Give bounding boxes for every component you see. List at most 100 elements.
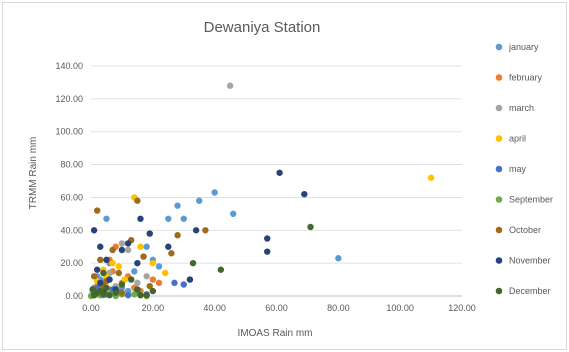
legend-label: may	[509, 164, 527, 174]
legend-label: april	[509, 134, 526, 144]
legend-marker	[495, 104, 503, 112]
data-point	[115, 269, 123, 277]
legend-label: january	[508, 42, 539, 52]
y-tick-label: 120.00	[55, 94, 83, 104]
y-axis-title: TRMM Rain mm	[28, 137, 39, 210]
data-point	[137, 215, 144, 222]
legend-marker	[495, 196, 503, 203]
data-point	[174, 202, 181, 209]
data-point	[174, 232, 181, 239]
data-point	[100, 291, 107, 298]
data-point	[146, 230, 153, 237]
data-point	[192, 227, 200, 234]
data-point	[118, 289, 126, 296]
legend-marker	[495, 135, 503, 142]
data-point	[124, 291, 132, 299]
data-point	[427, 174, 435, 181]
data-point	[134, 259, 141, 267]
data-point	[90, 273, 98, 280]
data-point	[307, 223, 314, 231]
data-point	[97, 279, 104, 287]
data-point	[230, 210, 237, 218]
x-tick-label: 100.00	[386, 303, 414, 313]
series-april	[90, 174, 435, 298]
data-point	[264, 248, 271, 255]
x-tick-label: 120.00	[448, 303, 476, 313]
legend-marker	[495, 165, 503, 173]
data-point	[149, 276, 157, 283]
data-point	[106, 291, 113, 299]
data-point	[264, 235, 271, 242]
y-tick-label: 100.00	[55, 127, 83, 137]
legend-marker	[495, 43, 503, 51]
data-point	[140, 253, 147, 260]
data-point	[143, 243, 150, 250]
data-point	[103, 256, 110, 264]
data-point	[127, 276, 135, 283]
data-point	[90, 227, 98, 234]
data-point	[149, 259, 157, 267]
data-point	[124, 246, 132, 254]
data-point	[155, 263, 163, 270]
legend-marker	[495, 257, 503, 264]
data-point	[118, 246, 126, 254]
data-point	[118, 281, 126, 288]
data-point	[124, 240, 132, 247]
data-point	[106, 276, 113, 283]
legend-marker	[495, 74, 503, 81]
data-points	[87, 82, 435, 300]
legend: january february march april may September Oct…	[495, 42, 553, 296]
data-point	[189, 259, 197, 267]
data-point	[180, 215, 187, 222]
data-point	[118, 240, 126, 247]
data-point	[131, 291, 138, 298]
data-point	[335, 255, 342, 262]
data-point	[202, 227, 209, 234]
series-december	[89, 223, 314, 299]
data-point	[97, 256, 104, 264]
y-tick-label: 80.00	[60, 160, 83, 170]
y-tick-label: 60.00	[60, 192, 83, 202]
scatter-chart: Dewaniya Station 0.00 20.00 40.00 60.00 80.0…	[28, 19, 553, 339]
data-point	[121, 276, 129, 283]
data-point	[171, 279, 178, 287]
x-tick-label: 60.00	[265, 303, 288, 313]
data-point	[217, 266, 225, 273]
legend-marker	[495, 226, 503, 234]
x-tick-label: 20.00	[142, 303, 165, 313]
x-axis-title: IMOAS Rain mm	[237, 328, 312, 339]
legend-marker	[495, 287, 503, 295]
data-point	[134, 286, 141, 293]
data-point	[165, 243, 172, 250]
y-tick-label: 140.00	[55, 61, 83, 71]
data-point	[103, 284, 110, 291]
data-point	[93, 266, 101, 273]
data-point	[134, 197, 141, 204]
x-tick-label: 40.00	[203, 303, 226, 313]
data-point	[196, 197, 203, 204]
data-point	[149, 287, 157, 295]
data-point	[97, 243, 104, 250]
data-point	[168, 250, 175, 257]
data-point	[155, 279, 163, 287]
data-point	[162, 269, 169, 277]
data-point	[93, 207, 101, 214]
data-point	[165, 215, 172, 222]
axes: 0.00 20.00 40.00 60.00 80.00 100.00 120.00 140.…	[55, 61, 475, 313]
legend-label: November	[509, 256, 551, 266]
y-tick-label: 40.00	[60, 225, 83, 235]
data-point	[89, 286, 96, 293]
y-tick-label: 20.00	[60, 258, 83, 268]
legend-label: march	[509, 103, 534, 113]
gridlines	[91, 65, 462, 264]
legend-label: October	[509, 225, 541, 235]
data-point	[115, 263, 123, 270]
data-point	[276, 169, 283, 176]
data-point	[103, 215, 110, 222]
legend-label: December	[509, 286, 551, 296]
data-point	[146, 282, 153, 290]
data-point	[211, 189, 218, 196]
data-point	[112, 289, 119, 296]
series-november	[90, 169, 308, 296]
